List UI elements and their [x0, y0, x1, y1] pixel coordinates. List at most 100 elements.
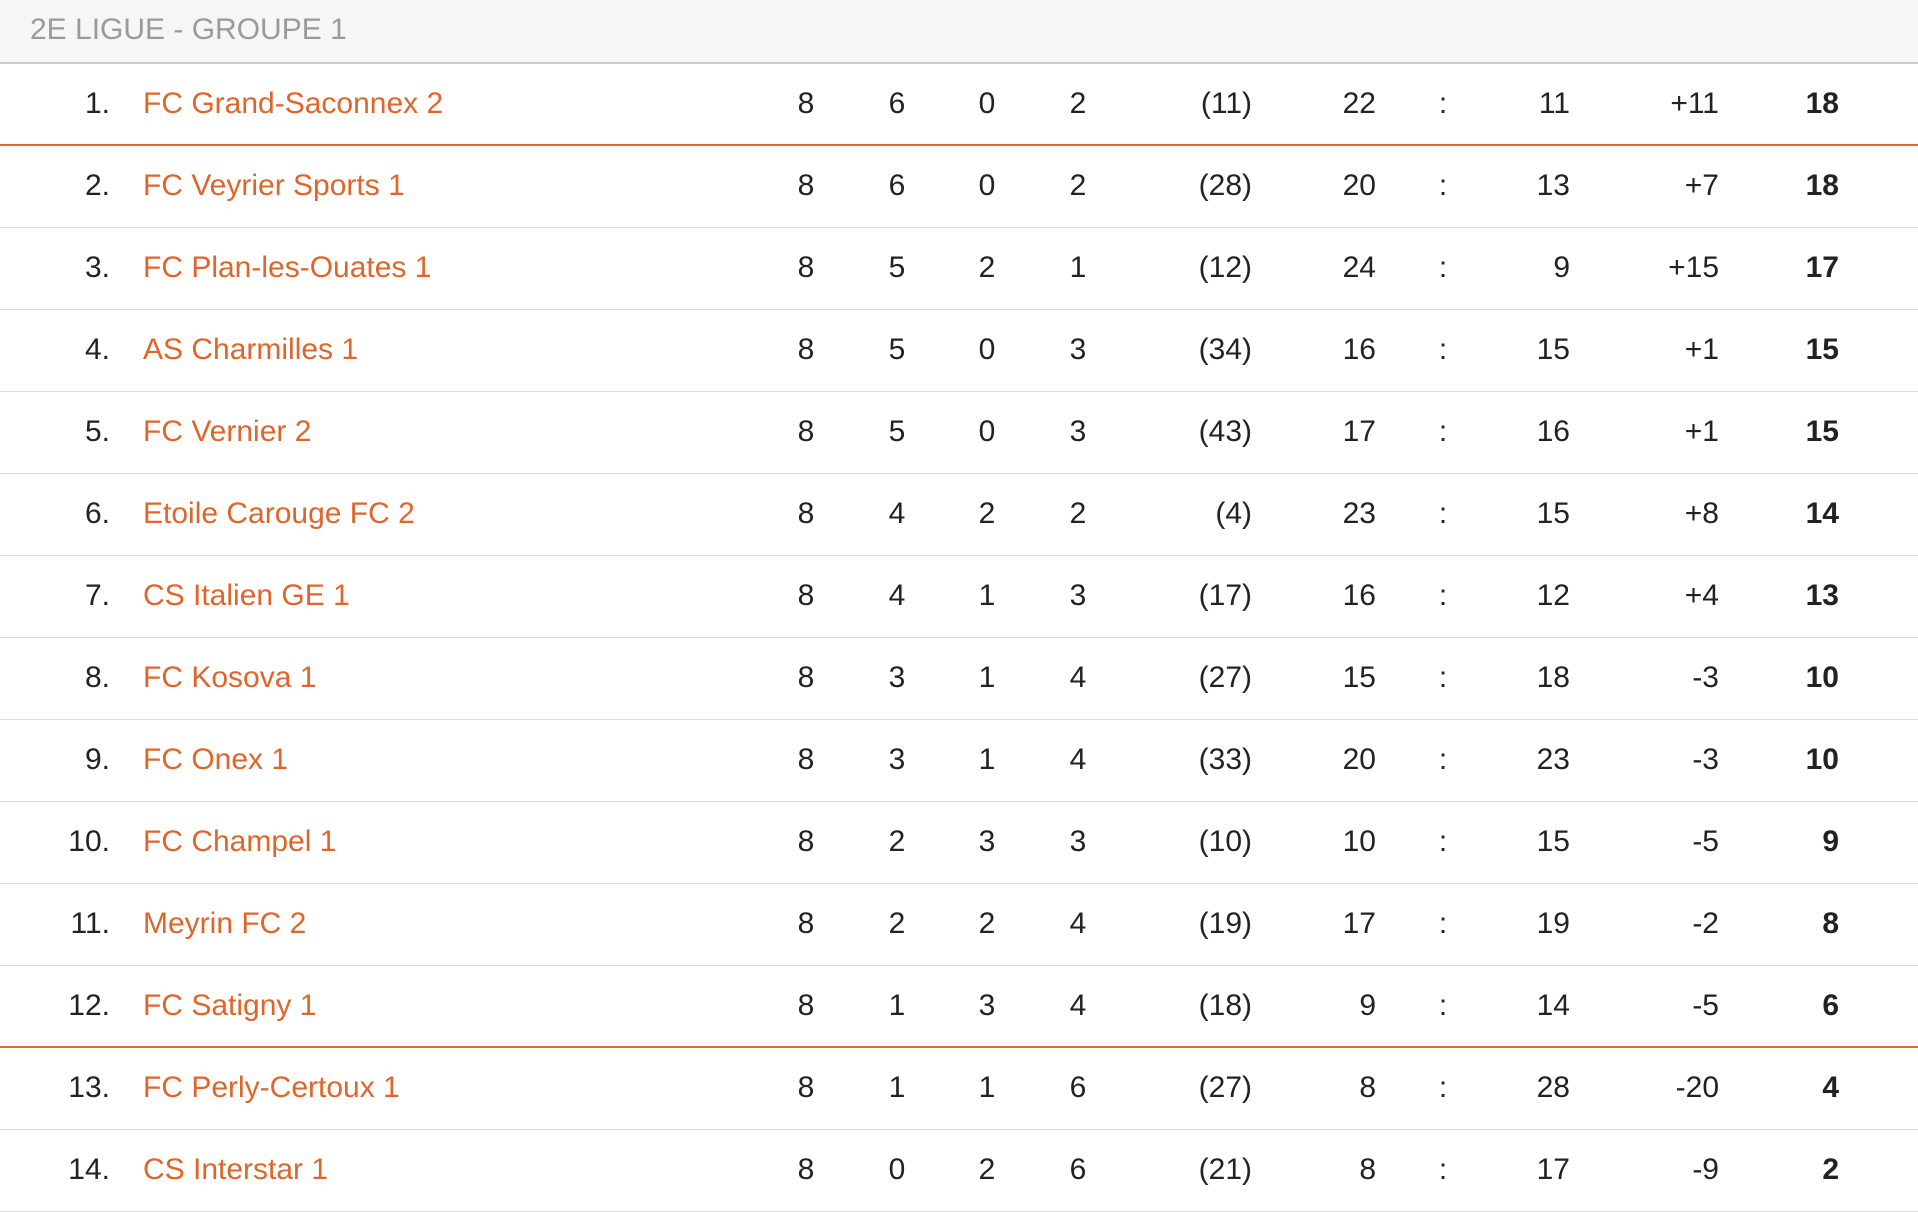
- tiebreak-cell: (33): [1198, 743, 1252, 776]
- goals-against-cell: 23: [1536, 743, 1570, 776]
- won-cell: 2: [888, 907, 906, 940]
- played-cell: 8: [797, 825, 815, 858]
- goals-for-cell: 20: [1342, 743, 1376, 776]
- drawn-cell: 1: [978, 579, 996, 612]
- team-link[interactable]: AS Charmilles 1: [143, 333, 359, 366]
- points-cell: 17: [1805, 251, 1839, 284]
- rank-cell: 14.: [68, 1153, 110, 1186]
- rank-cell: 12.: [68, 989, 110, 1022]
- table-row: 12. FC Satigny 1 8 1 3 4 (18) 9: 14 -5 6: [0, 966, 1918, 1048]
- goal-separator: :: [1438, 333, 1448, 366]
- goals-for-cell: 16: [1342, 579, 1376, 612]
- played-cell: 8: [797, 1071, 815, 1104]
- team-link[interactable]: FC Grand-Saconnex 2: [143, 87, 444, 120]
- rank-cell: 7.: [84, 579, 110, 612]
- goals-for-cell: 16: [1342, 333, 1376, 366]
- table-row: 3. FC Plan-les-Ouates 1 8 5 2 1 (12) 24: 9 +15 17: [0, 228, 1918, 310]
- lost-cell: 4: [1069, 989, 1087, 1022]
- drawn-cell: 0: [978, 87, 996, 120]
- drawn-cell: 2: [978, 497, 996, 530]
- drawn-cell: 1: [978, 743, 996, 776]
- goal-separator: :: [1438, 661, 1448, 694]
- goal-separator: :: [1438, 415, 1448, 448]
- rank-cell: 2.: [84, 169, 110, 202]
- team-link[interactable]: FC Satigny 1: [143, 989, 317, 1022]
- goal-separator: :: [1438, 989, 1448, 1022]
- lost-cell: 6: [1069, 1071, 1087, 1104]
- team-link[interactable]: FC Champel 1: [143, 825, 337, 858]
- team-link[interactable]: FC Onex 1: [143, 743, 289, 776]
- team-link[interactable]: FC Kosova 1: [143, 661, 317, 694]
- goals-for-cell: 20: [1342, 169, 1376, 202]
- played-cell: 8: [797, 743, 815, 776]
- goals-for-cell: 15: [1342, 661, 1376, 694]
- played-cell: 8: [797, 1153, 815, 1186]
- played-cell: 8: [797, 579, 815, 612]
- won-cell: 1: [888, 989, 906, 1022]
- goal-separator: :: [1438, 743, 1448, 776]
- tiebreak-cell: (27): [1198, 661, 1252, 694]
- tiebreak-cell: (27): [1198, 1071, 1252, 1104]
- table-row: 4. AS Charmilles 1 8 5 0 3 (34) 16: 15 +1 15: [0, 310, 1918, 392]
- lost-cell: 3: [1069, 415, 1087, 448]
- goal-separator: :: [1438, 907, 1448, 940]
- goal-diff-cell: -5: [1692, 825, 1719, 858]
- team-link[interactable]: Etoile Carouge FC 2: [143, 497, 415, 530]
- points-cell: 13: [1805, 579, 1839, 612]
- team-link[interactable]: FC Vernier 2: [143, 415, 312, 448]
- tiebreak-cell: (43): [1198, 415, 1252, 448]
- goal-diff-cell: +4: [1684, 579, 1719, 612]
- drawn-cell: 1: [978, 661, 996, 694]
- table-row: 14. CS Interstar 1 8 0 2 6 (21) 8: 17 -9 2: [0, 1130, 1918, 1212]
- played-cell: 8: [797, 497, 815, 530]
- team-link[interactable]: CS Italien GE 1: [143, 579, 350, 612]
- drawn-cell: 3: [978, 825, 996, 858]
- drawn-cell: 3: [978, 989, 996, 1022]
- drawn-cell: 2: [978, 251, 996, 284]
- goal-diff-cell: +1: [1684, 415, 1719, 448]
- tiebreak-cell: (19): [1198, 907, 1252, 940]
- drawn-cell: 0: [978, 333, 996, 366]
- goals-against-cell: 28: [1536, 1071, 1570, 1104]
- league-title: 2E LIGUE - GROUPE 1: [30, 13, 347, 46]
- goal-diff-cell: -20: [1675, 1071, 1719, 1104]
- team-link[interactable]: FC Veyrier Sports 1: [143, 169, 405, 202]
- points-cell: 6: [1822, 989, 1839, 1022]
- tiebreak-cell: (12): [1198, 251, 1252, 284]
- goal-separator: :: [1438, 87, 1448, 120]
- rank-cell: 4.: [84, 333, 110, 366]
- lost-cell: 4: [1069, 743, 1087, 776]
- goals-against-cell: 12: [1536, 579, 1570, 612]
- goal-separator: :: [1438, 251, 1448, 284]
- goal-diff-cell: -9: [1692, 1153, 1719, 1186]
- won-cell: 5: [888, 251, 906, 284]
- goals-against-cell: 15: [1536, 497, 1570, 530]
- table-row: 1. FC Grand-Saconnex 2 8 6 0 2 (11) 22: 11 +11 18: [0, 64, 1918, 146]
- goals-for-cell: 9: [1359, 989, 1376, 1022]
- drawn-cell: 0: [978, 415, 996, 448]
- table-row: 11. Meyrin FC 2 8 2 2 4 (19) 17: 19 -2 8: [0, 884, 1918, 966]
- lost-cell: 3: [1069, 579, 1087, 612]
- goals-against-cell: 13: [1536, 169, 1570, 202]
- goals-for-cell: 24: [1342, 251, 1376, 284]
- played-cell: 8: [797, 415, 815, 448]
- goals-for-cell: 17: [1342, 415, 1376, 448]
- team-link[interactable]: FC Perly-Certoux 1: [143, 1071, 400, 1104]
- goals-for-cell: 8: [1359, 1071, 1376, 1104]
- goals-for-cell: 17: [1342, 907, 1376, 940]
- table-row: 8. FC Kosova 1 8 3 1 4 (27) 15: 18 -3 10: [0, 638, 1918, 720]
- goal-diff-cell: +15: [1668, 251, 1719, 284]
- team-link[interactable]: Meyrin FC 2: [143, 907, 307, 940]
- table-row: 10. FC Champel 1 8 2 3 3 (10) 10: 15 -5 9: [0, 802, 1918, 884]
- points-cell: 15: [1805, 333, 1839, 366]
- points-cell: 14: [1805, 497, 1839, 530]
- drawn-cell: 2: [978, 1153, 996, 1186]
- lost-cell: 3: [1069, 825, 1087, 858]
- team-link[interactable]: CS Interstar 1: [143, 1153, 329, 1186]
- points-cell: 15: [1805, 415, 1839, 448]
- points-cell: 18: [1805, 169, 1839, 202]
- team-link[interactable]: FC Plan-les-Ouates 1: [143, 251, 432, 284]
- goals-for-cell: 22: [1342, 87, 1376, 120]
- won-cell: 6: [888, 87, 906, 120]
- lost-cell: 4: [1069, 907, 1087, 940]
